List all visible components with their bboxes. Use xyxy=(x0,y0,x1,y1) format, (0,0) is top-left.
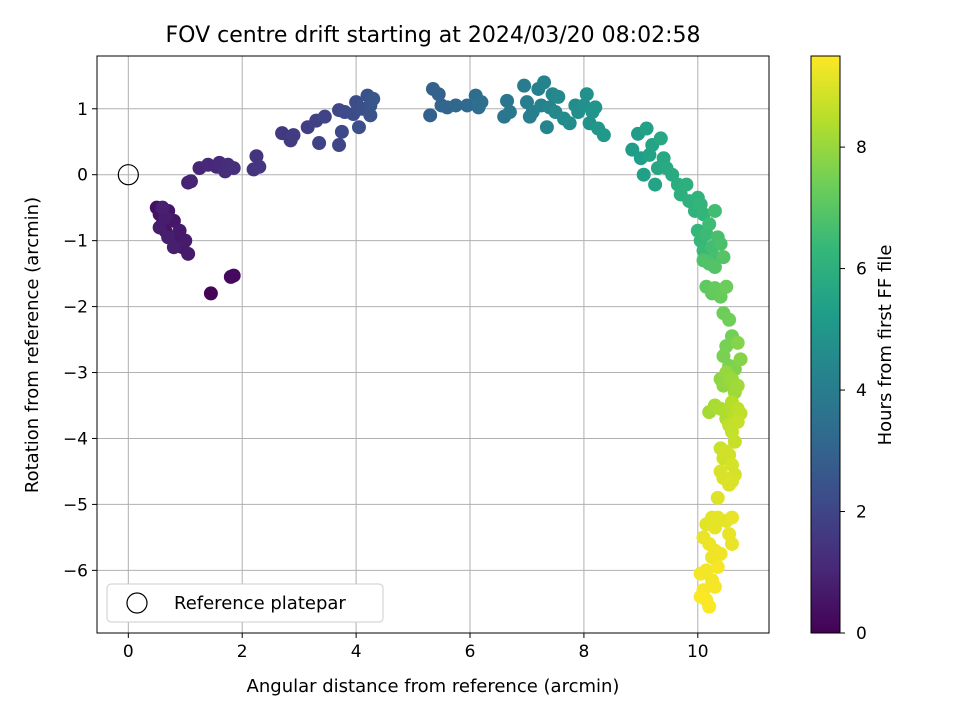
data-point xyxy=(710,560,725,575)
data-point xyxy=(707,203,722,218)
data-point xyxy=(693,566,708,581)
data-point xyxy=(653,131,668,146)
data-point xyxy=(702,599,717,614)
data-point xyxy=(539,120,554,135)
x-tick-label: 8 xyxy=(579,642,590,662)
colorbar-tick-label: 6 xyxy=(856,260,867,280)
data-point xyxy=(474,95,489,110)
data-point xyxy=(636,167,651,182)
data-point xyxy=(166,240,181,255)
data-point xyxy=(702,217,717,232)
data-point xyxy=(431,87,446,102)
plot-frame xyxy=(96,55,770,634)
data-point xyxy=(693,589,708,604)
colorbar-tick-label: 4 xyxy=(856,381,867,401)
y-tick-label: 0 xyxy=(77,166,88,186)
data-point xyxy=(317,109,332,124)
data-point xyxy=(500,93,515,108)
data-point xyxy=(733,352,748,367)
legend-label-reference: Reference platepar xyxy=(174,593,346,614)
y-tick-label: −4 xyxy=(63,429,88,449)
data-point xyxy=(181,246,196,261)
data-point xyxy=(727,434,742,449)
data-point xyxy=(351,120,366,135)
data-point xyxy=(155,200,170,215)
data-point xyxy=(537,75,552,90)
data-point xyxy=(588,100,603,115)
data-point xyxy=(713,546,728,561)
scatter-points xyxy=(149,75,748,614)
colorbar-tick-label: 0 xyxy=(856,624,867,644)
data-point xyxy=(286,128,301,143)
chart-title: FOV centre drift starting at 2024/03/20 … xyxy=(166,23,701,48)
data-point xyxy=(707,260,722,275)
data-point xyxy=(226,268,241,283)
x-axis-ticks: 0 2 4 6 8 10 xyxy=(123,633,709,662)
data-point xyxy=(730,378,745,393)
data-point xyxy=(648,177,663,192)
data-point xyxy=(730,335,745,350)
colorbar-tick-label: 2 xyxy=(856,503,867,523)
colorbar xyxy=(810,55,841,634)
data-point xyxy=(183,174,198,189)
data-point xyxy=(203,286,218,301)
x-tick-label: 10 xyxy=(687,642,709,662)
data-point xyxy=(332,138,347,153)
x-tick-label: 6 xyxy=(465,642,476,662)
data-point xyxy=(226,161,241,176)
data-point xyxy=(517,78,532,93)
data-point xyxy=(460,98,475,113)
data-point xyxy=(707,579,722,594)
data-point xyxy=(363,108,378,123)
data-point xyxy=(178,233,193,248)
colorbar-tick-label: 8 xyxy=(856,138,867,158)
data-point xyxy=(312,136,327,151)
data-point xyxy=(730,414,745,429)
data-point xyxy=(724,536,739,551)
x-tick-label: 4 xyxy=(351,642,362,662)
data-point xyxy=(713,236,728,251)
x-axis-label: Angular distance from reference (arcmin) xyxy=(247,676,620,697)
colorbar-ticks: 0 2 4 6 8 xyxy=(840,138,867,644)
data-point xyxy=(366,91,381,106)
x-tick-label: 0 xyxy=(123,642,134,662)
data-point xyxy=(579,87,594,102)
data-point xyxy=(334,124,349,139)
data-point xyxy=(716,250,731,265)
data-point xyxy=(551,89,566,104)
data-point xyxy=(724,510,739,525)
y-tick-label: −3 xyxy=(63,364,88,384)
y-tick-label: 1 xyxy=(77,100,88,120)
grid xyxy=(97,56,769,633)
data-point xyxy=(679,177,694,192)
legend: Reference platepar xyxy=(106,583,384,623)
data-point xyxy=(249,149,264,164)
data-point xyxy=(562,116,577,131)
y-tick-label: −6 xyxy=(63,561,88,581)
data-point xyxy=(722,312,737,327)
reference-point-group xyxy=(117,164,139,186)
x-tick-label: 2 xyxy=(237,642,248,662)
data-point xyxy=(502,105,517,120)
data-point xyxy=(710,490,725,505)
data-point xyxy=(252,159,267,174)
legend-box xyxy=(106,583,384,623)
reference-point xyxy=(117,164,139,186)
plot-area xyxy=(97,56,769,633)
y-tick-label: −5 xyxy=(63,495,88,515)
colorbar-label: Hours from first FF file xyxy=(875,245,896,446)
data-point xyxy=(639,121,654,136)
data-point xyxy=(724,474,739,489)
y-axis-label: Rotation from reference (arcmin) xyxy=(22,197,43,493)
y-tick-label: −1 xyxy=(63,232,88,252)
data-point xyxy=(423,108,438,123)
data-point xyxy=(448,98,463,113)
legend-marker-reference xyxy=(126,592,148,614)
y-tick-label: −2 xyxy=(63,298,88,318)
data-point xyxy=(596,128,611,143)
y-axis-ticks: 1 0 −1 −2 −3 −4 −5 −6 xyxy=(63,100,97,581)
data-point xyxy=(719,279,734,294)
data-point xyxy=(625,142,640,157)
